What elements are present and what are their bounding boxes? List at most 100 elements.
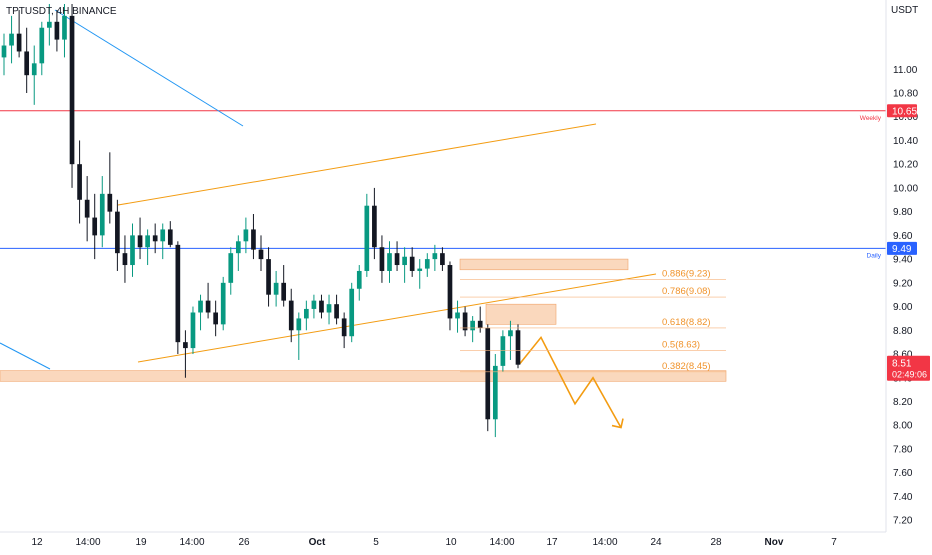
candle-body <box>304 308 309 319</box>
candle-body <box>9 33 14 46</box>
candle <box>296 312 302 360</box>
candle <box>455 300 460 333</box>
candle-body <box>84 199 90 218</box>
price-tick-label: 8.00 <box>893 421 913 432</box>
last-price-value: 8.51 <box>892 359 912 370</box>
time-axis-bg[interactable] <box>0 532 932 550</box>
time-tick-label: 14:00 <box>489 537 514 548</box>
candle <box>39 21 45 76</box>
level-label-daily: Daily <box>867 252 882 259</box>
candle <box>84 176 90 242</box>
candle <box>387 241 392 283</box>
candle <box>92 193 98 260</box>
candle <box>258 235 264 271</box>
candle <box>122 235 128 283</box>
candle-body <box>394 253 400 266</box>
candle-body <box>243 229 249 242</box>
candle <box>500 330 506 372</box>
price-tick-label: 10.20 <box>893 160 918 171</box>
candle <box>115 199 120 271</box>
candle-body <box>152 235 158 242</box>
candle-body <box>99 193 105 236</box>
price-tick-label: 10.40 <box>893 136 918 147</box>
candle <box>417 259 423 289</box>
candle-body <box>122 253 128 266</box>
candle <box>508 320 513 360</box>
time-tick-label: Oct <box>309 537 326 548</box>
candle <box>288 288 294 343</box>
candle <box>281 265 287 307</box>
candle <box>228 247 234 295</box>
candle-body <box>477 320 483 328</box>
candle <box>31 45 37 105</box>
candle-body <box>319 300 324 313</box>
time-tick-label: 5 <box>373 537 379 548</box>
time-tick-label: Nov <box>765 537 784 548</box>
candle-body <box>409 256 415 271</box>
price-tick-label: 8.20 <box>893 397 913 408</box>
time-tick-label: 24 <box>650 537 662 548</box>
candle <box>402 247 407 283</box>
candle-body <box>288 300 294 331</box>
candle-body <box>54 21 60 40</box>
candle-body <box>175 244 181 343</box>
candle <box>9 15 14 64</box>
candle <box>440 247 445 271</box>
time-tick-label: 12 <box>31 537 43 548</box>
symbol-legend[interactable]: TPTUSDT, 4H BINANCE <box>6 6 117 17</box>
projection-path <box>519 335 622 428</box>
candle <box>130 223 135 277</box>
candle-body <box>39 27 45 64</box>
candle-body <box>266 259 271 295</box>
candle <box>235 235 241 271</box>
time-tick-label: 10 <box>445 537 457 548</box>
candle-body <box>160 229 166 242</box>
candle <box>77 140 82 224</box>
candle <box>24 27 30 93</box>
candle-body <box>281 282 287 301</box>
candle <box>485 324 491 432</box>
candle <box>205 282 211 319</box>
candle-body <box>235 241 241 254</box>
level-label-weekly: Weekly <box>860 115 882 122</box>
price-tick-label: 9.60 <box>893 231 913 242</box>
projection-arrowhead <box>611 418 624 429</box>
candle <box>515 324 521 369</box>
candle-body <box>402 256 407 266</box>
candle <box>364 193 370 277</box>
candle <box>304 300 309 331</box>
candle <box>152 223 158 254</box>
candle <box>99 176 105 248</box>
fib-label: 0.5(8.63) <box>662 339 700 350</box>
time-tick-label: 14:00 <box>75 537 100 548</box>
fib-label: 0.786(9.08) <box>662 286 711 297</box>
candle <box>266 247 271 307</box>
candle-body <box>379 247 385 271</box>
candle-body <box>372 205 377 248</box>
candle <box>160 223 166 260</box>
candle-body <box>1 45 7 58</box>
candle <box>334 294 339 325</box>
time-axis-ticks: 12 14:00 19 14:00 26 Oct 5 10 14:00 17 14:00 24 28 No… <box>31 537 837 548</box>
time-tick-label: 14:00 <box>179 537 204 548</box>
candle-body <box>47 21 52 28</box>
candle-body <box>198 300 203 313</box>
candle <box>213 300 218 337</box>
price-tag-text: 9.49 <box>892 244 912 255</box>
candle-body <box>485 327 491 420</box>
time-tick-label: 7 <box>831 537 837 548</box>
candle-body <box>115 211 120 254</box>
candle-body <box>62 15 67 40</box>
candle-body <box>69 15 75 165</box>
candle <box>356 265 362 301</box>
time-tick-label: 26 <box>238 537 250 548</box>
time-tick-label: 28 <box>710 537 722 548</box>
channel-lower-line <box>137 273 657 363</box>
price-axis-bg[interactable] <box>886 0 932 550</box>
candles-layer <box>1 4 521 438</box>
candle <box>54 9 60 52</box>
candle-body <box>447 265 453 319</box>
